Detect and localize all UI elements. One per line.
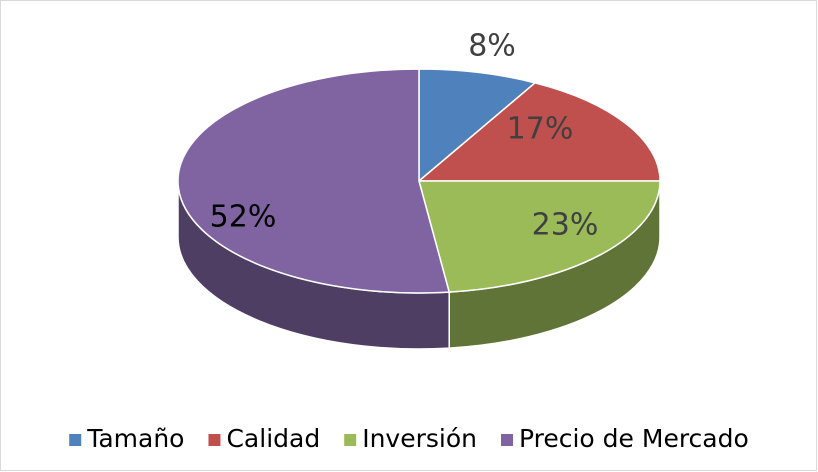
legend-swatch bbox=[501, 434, 513, 446]
pie-slice bbox=[177, 68, 451, 294]
legend-swatch bbox=[208, 434, 221, 446]
data-label: 8% bbox=[468, 29, 516, 64]
legend-label: Tamaño bbox=[86, 424, 184, 453]
pie-slice bbox=[418, 180, 661, 293]
legend-swatch bbox=[69, 434, 82, 446]
data-label: 52% bbox=[210, 200, 277, 235]
legend-item: Calidad bbox=[208, 424, 320, 453]
legend-label: Inversión bbox=[362, 424, 477, 453]
legend-label: Precio de Mercado bbox=[519, 424, 749, 453]
legend-item: Inversión bbox=[344, 424, 477, 453]
legend-item: Precio de Mercado bbox=[501, 424, 749, 453]
legend-label: Calidad bbox=[226, 424, 320, 453]
data-label: 17% bbox=[507, 112, 574, 147]
legend-item: Tamaño bbox=[69, 424, 184, 453]
data-label: 23% bbox=[532, 208, 599, 243]
legend-swatch bbox=[344, 434, 357, 446]
pie-slice bbox=[416, 82, 661, 182]
pie-slice bbox=[418, 68, 537, 183]
